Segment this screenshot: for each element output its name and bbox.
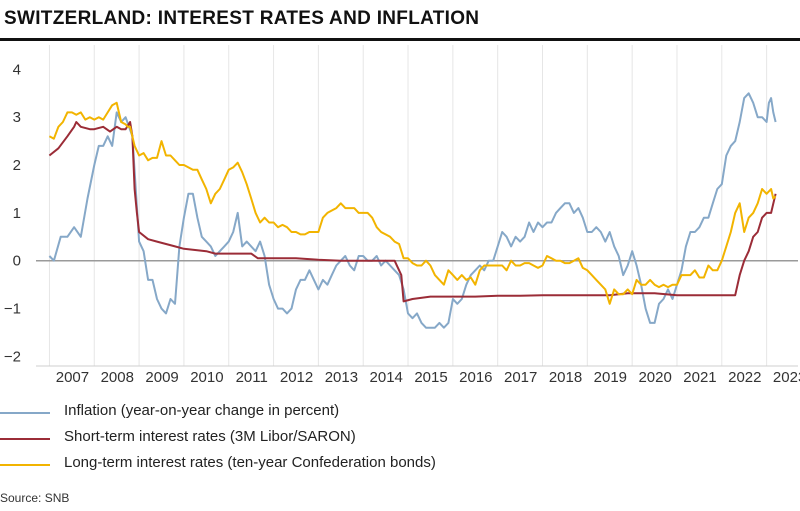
chart-title: SWITZERLAND: INTEREST RATES AND INFLATIO… (4, 8, 480, 29)
x-tick-label: 2007 (56, 369, 89, 386)
y-tick-label: 2 (13, 157, 21, 174)
x-tick-label: 2010 (190, 369, 223, 386)
source-note: Source: SNB (0, 491, 70, 505)
legend-label-short-term: Short-term interest rates (3M Libor/SARO… (64, 428, 356, 445)
x-tick-label: 2012 (280, 369, 313, 386)
y-tick-label: −2 (4, 348, 21, 365)
y-tick-label: 1 (13, 205, 21, 222)
line-chart: 2007 2008 2009 2010 2011 2012 2013 2014 2015 2016… (4, 45, 800, 386)
x-tick-label: 2016 (459, 369, 492, 386)
x-tick-label: 2019 (594, 369, 627, 386)
inflation-line (48, 92, 777, 329)
legend-label-inflation: Inflation (year-on-year change in percen… (64, 402, 340, 419)
x-tick-label: 2022 (728, 369, 761, 386)
x-tick-label: 2018 (549, 369, 582, 386)
legend-swatch-inflation (0, 412, 50, 414)
y-tick-label: 3 (13, 109, 21, 126)
x-tick-label: 2011 (236, 369, 268, 386)
series-layer (48, 92, 777, 329)
x-tick-label: 2009 (145, 369, 178, 386)
x-tick-label: 2023 (773, 369, 800, 386)
x-tick-label: 2021 (683, 369, 716, 386)
legend-label-long-term: Long-term interest rates (ten-year Confe… (64, 454, 436, 471)
short-term-rate-line (48, 121, 777, 303)
x-tick-label: 2013 (325, 369, 358, 386)
long-term-rate-line (48, 101, 777, 305)
x-tick-label: 2008 (101, 369, 134, 386)
x-tick-label: 2015 (414, 369, 447, 386)
title-rule (0, 38, 800, 41)
x-tick-label: 2017 (504, 369, 537, 386)
y-tick-label: 0 (13, 253, 21, 270)
y-tick-label: 4 (13, 61, 21, 78)
y-tick-label: −1 (4, 301, 21, 318)
legend-swatch-long-term (0, 464, 50, 466)
x-tick-label: 2020 (638, 369, 671, 386)
grid-layer (36, 45, 798, 367)
legend-swatch-short-term (0, 438, 50, 440)
axis-layer: 2007 2008 2009 2010 2011 2012 2013 2014 2015 2016… (4, 61, 800, 386)
x-tick-label: 2014 (370, 369, 403, 386)
